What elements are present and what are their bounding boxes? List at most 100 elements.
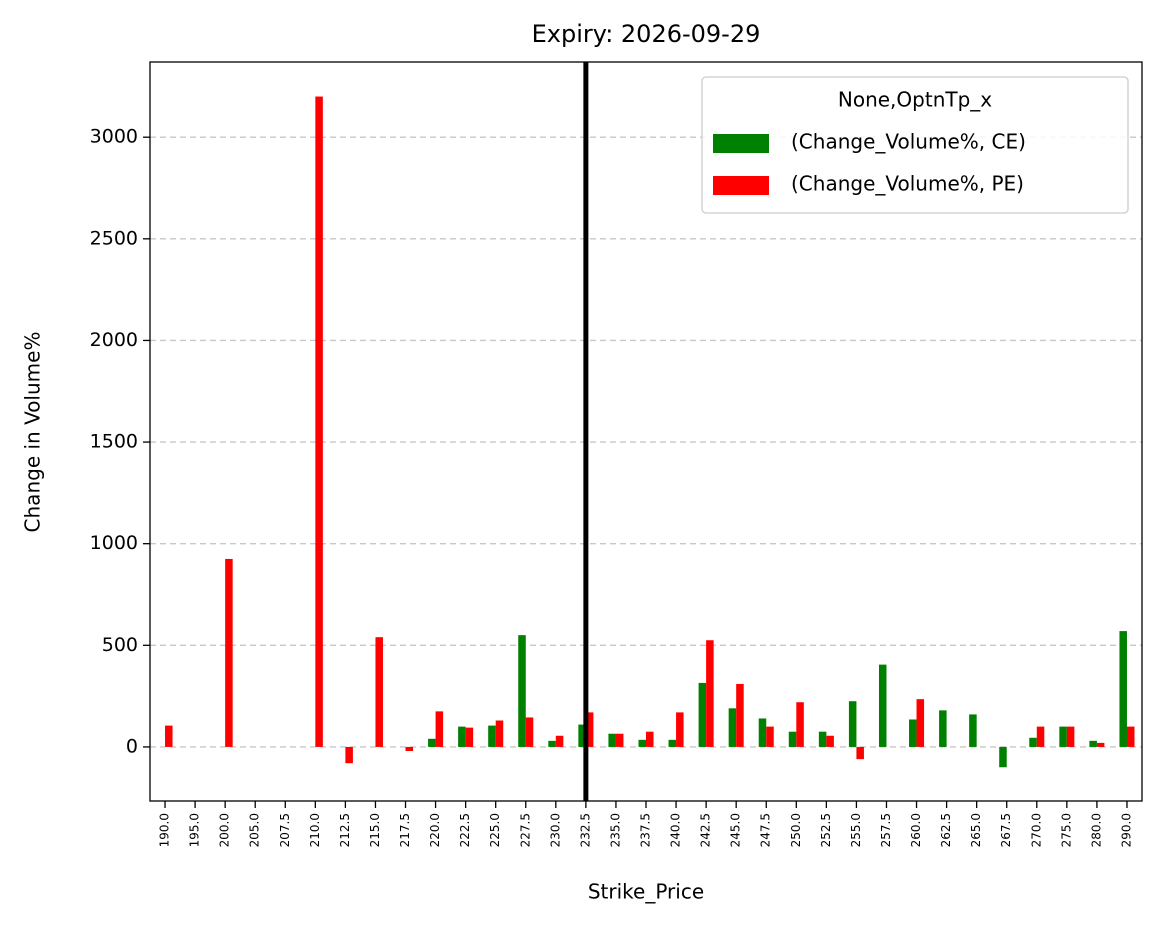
bar (668, 739, 677, 747)
x-tick-label: 205.0 (248, 813, 262, 847)
x-tick-label: 235.0 (608, 813, 622, 847)
x-tick-label: 240.0 (669, 813, 683, 847)
bar (428, 738, 436, 747)
x-tick-label: 190.0 (158, 813, 172, 847)
bar (848, 701, 857, 747)
bar (676, 712, 684, 747)
legend-title: None,OptnTp_x (838, 88, 992, 112)
bar (1126, 726, 1135, 747)
x-axis-label: Strike_Price (588, 880, 704, 904)
bar (435, 711, 444, 747)
x-tick-label: 242.5 (699, 813, 713, 847)
x-tick-label: 195.0 (188, 813, 202, 847)
axes-frame (149, 61, 1143, 802)
bar (518, 635, 526, 747)
x-tick-label: 290.0 (1119, 813, 1133, 847)
bar (736, 683, 744, 747)
x-tick-label: 265.0 (969, 813, 983, 847)
x-tick-label: 232.5 (578, 813, 592, 847)
x-tick-label: 267.5 (999, 813, 1013, 847)
x-tick-label: 270.0 (1029, 813, 1043, 847)
bar (495, 720, 504, 747)
legend-swatch (713, 134, 769, 153)
bar (375, 637, 383, 747)
bar (165, 725, 173, 747)
bar (1096, 742, 1105, 747)
bar (1066, 726, 1075, 747)
x-tick-label: 252.5 (819, 813, 833, 847)
bar (969, 714, 977, 747)
bar (548, 740, 556, 747)
bar (405, 746, 414, 752)
x-tick-label: 280.0 (1089, 813, 1103, 847)
bar (1059, 726, 1067, 747)
bar (766, 726, 774, 747)
bar (525, 717, 534, 747)
x-tick-label: 255.0 (849, 813, 863, 847)
x-tick-label: 275.0 (1059, 813, 1073, 847)
x-tick-label: 250.0 (789, 813, 803, 847)
x-tick-label: 200.0 (218, 813, 232, 847)
bar (1119, 631, 1127, 747)
bar (345, 746, 353, 764)
y-tick-label: 1500 (90, 431, 138, 453)
x-tick-label: 247.5 (759, 813, 773, 847)
bar (555, 735, 564, 747)
x-tick-label: 245.0 (729, 813, 743, 847)
x-tick-label: 215.0 (368, 813, 382, 847)
bar (939, 710, 947, 747)
y-tick-label: 1000 (90, 532, 138, 554)
y-tick-label: 2500 (90, 227, 138, 249)
y-axis-label: Change in Volume% (21, 332, 45, 533)
bar (916, 699, 925, 747)
bar (999, 746, 1007, 768)
x-tick-label: 237.5 (639, 813, 653, 847)
legend-box (701, 76, 1129, 214)
x-tick-label: 225.0 (488, 813, 502, 847)
bar (608, 733, 616, 747)
bar (225, 558, 233, 747)
y-tick-label: 0 (126, 735, 138, 757)
x-tick-label: 230.0 (548, 813, 562, 847)
x-tick-label: 207.5 (278, 813, 292, 847)
bar (615, 733, 624, 747)
legend-label: (Change_Volume%, PE) (791, 172, 1024, 196)
bar (315, 96, 323, 747)
bar (698, 682, 707, 747)
bar (706, 640, 714, 747)
bar (856, 746, 864, 760)
x-tick-label: 260.0 (909, 813, 923, 847)
bar (1089, 740, 1097, 747)
x-tick-label: 212.5 (338, 813, 352, 847)
x-tick-label: 257.5 (879, 813, 893, 847)
bar (1029, 737, 1037, 747)
bar (488, 725, 496, 747)
x-tick-label: 227.5 (518, 813, 532, 847)
bar (646, 731, 654, 747)
bar (796, 702, 804, 747)
y-tick-label: 3000 (90, 126, 138, 148)
x-tick-label: 210.0 (308, 813, 322, 847)
bar (728, 708, 737, 747)
chart-title: Expiry: 2026-09-29 (532, 20, 761, 48)
y-tick-label: 500 (102, 634, 138, 656)
bar (909, 719, 917, 747)
x-tick-label: 262.5 (939, 813, 953, 847)
x-tick-label: 222.5 (458, 813, 472, 847)
bar (878, 664, 887, 747)
x-tick-label: 217.5 (398, 813, 412, 847)
legend-label: (Change_Volume%, CE) (791, 130, 1026, 154)
x-tick-label: 220.0 (428, 813, 442, 847)
legend-swatch (713, 176, 769, 195)
bar (818, 731, 827, 747)
bar (638, 739, 646, 747)
bar (578, 724, 586, 747)
bar (458, 726, 466, 747)
bar (826, 735, 834, 747)
y-tick-label: 2000 (90, 329, 138, 351)
bar (1036, 726, 1045, 747)
bar (465, 727, 474, 747)
bar (585, 712, 594, 747)
bar (788, 731, 797, 747)
